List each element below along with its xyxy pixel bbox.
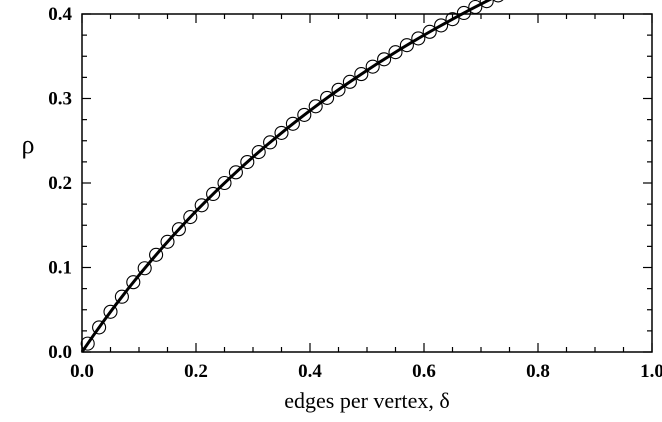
data-point bbox=[342, 74, 357, 89]
data-point bbox=[160, 234, 175, 249]
axis-ticks bbox=[81, 13, 653, 353]
data-point bbox=[492, 0, 504, 3]
data-point bbox=[103, 304, 118, 319]
data-point bbox=[92, 320, 107, 335]
data-point bbox=[240, 154, 255, 170]
data-point bbox=[456, 5, 471, 21]
fit-curve bbox=[80, 0, 493, 353]
data-point bbox=[114, 289, 129, 304]
data-point bbox=[263, 135, 278, 150]
data-point bbox=[217, 175, 232, 191]
data-point bbox=[171, 222, 186, 237]
data-point bbox=[149, 247, 164, 262]
data-point bbox=[126, 275, 141, 290]
data-point bbox=[388, 45, 403, 60]
data-point bbox=[137, 261, 152, 276]
data-point bbox=[479, 0, 494, 9]
x-axis-label: edges per vertex, δ bbox=[284, 388, 450, 413]
x-tick-label: 0.8 bbox=[526, 361, 550, 382]
data-point bbox=[183, 210, 198, 225]
data-point bbox=[445, 12, 460, 27]
curve-layer bbox=[80, 0, 493, 353]
data-point bbox=[194, 198, 209, 213]
data-point bbox=[297, 107, 312, 122]
data-point bbox=[411, 31, 426, 46]
data-point bbox=[228, 165, 243, 180]
x-tick-label: 0.0 bbox=[70, 361, 94, 382]
data-point bbox=[320, 90, 335, 105]
data-point bbox=[377, 52, 392, 67]
data-point bbox=[331, 82, 346, 97]
data-point bbox=[399, 38, 414, 53]
data-point bbox=[365, 59, 380, 74]
data-point bbox=[285, 116, 300, 131]
y-tick-label: 0.3 bbox=[48, 89, 72, 110]
y-tick-label: 0.1 bbox=[48, 258, 72, 279]
data-point bbox=[206, 186, 221, 202]
plot-area: 0.0 0.2 0.4 0.6 0.8 1.0 0.0 0.1 0.2 0.3 0.4 bbox=[48, 0, 662, 382]
x-tick-label: 0.2 bbox=[184, 361, 208, 382]
marker-layer bbox=[80, 0, 504, 351]
y-tick-label: 0.2 bbox=[48, 173, 72, 194]
y-tick-label: 0.0 bbox=[48, 342, 72, 363]
y-tick-label: 0.4 bbox=[48, 4, 72, 25]
x-tick-label: 1.0 bbox=[640, 361, 662, 382]
data-point bbox=[422, 24, 437, 39]
data-point bbox=[308, 99, 323, 114]
x-tick-label: 0.6 bbox=[412, 361, 436, 382]
data-point bbox=[274, 125, 289, 140]
data-point bbox=[468, 0, 483, 15]
data-point bbox=[434, 18, 449, 33]
y-axis-label: ρ bbox=[22, 130, 35, 159]
tick-labels: 0.0 0.2 0.4 0.6 0.8 1.0 0.0 0.1 0.2 0.3 0.4 bbox=[48, 4, 662, 382]
data-point bbox=[354, 67, 369, 82]
data-point bbox=[251, 145, 266, 160]
data-point bbox=[80, 336, 95, 351]
x-tick-label: 0.4 bbox=[298, 361, 322, 382]
